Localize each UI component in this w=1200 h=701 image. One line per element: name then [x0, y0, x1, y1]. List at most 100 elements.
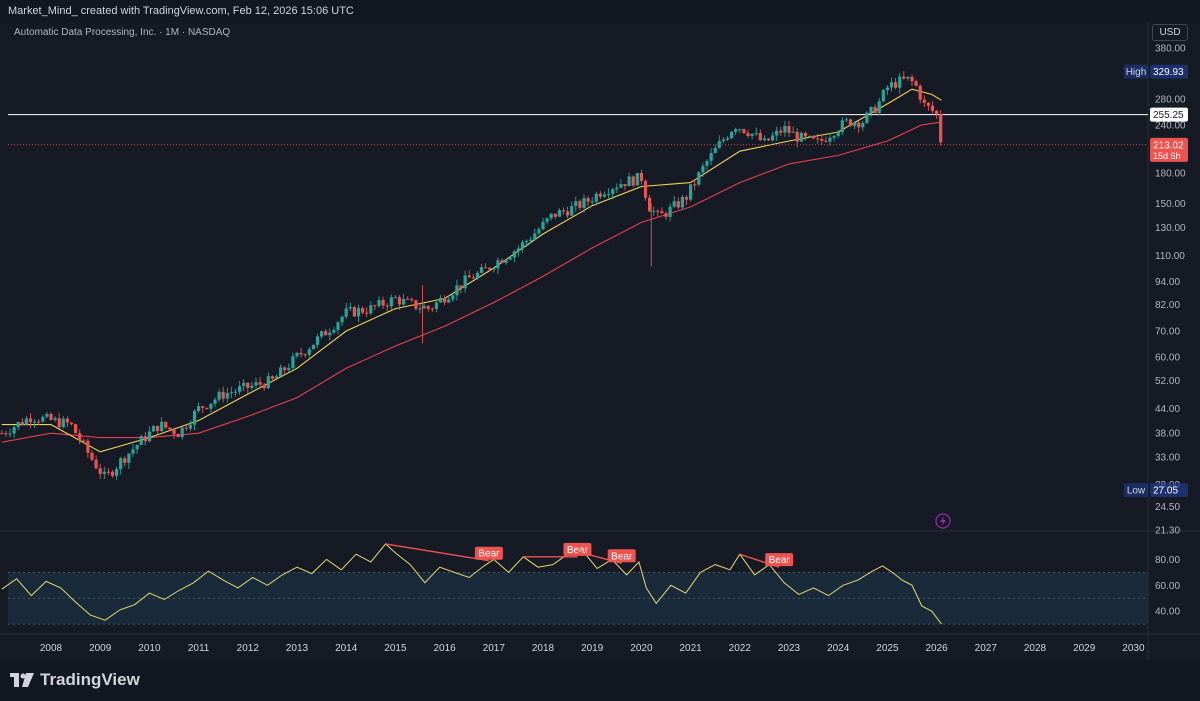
candle-body — [803, 133, 807, 137]
candle-body — [135, 445, 139, 450]
rsi-band — [8, 571, 1148, 625]
candle-body — [676, 201, 680, 208]
candle-body — [545, 218, 549, 222]
candle-body — [365, 312, 369, 314]
candle-body — [496, 260, 500, 269]
candle-body — [311, 344, 315, 350]
candle-body — [78, 433, 82, 441]
candle-body — [889, 82, 894, 88]
candle-body — [828, 137, 832, 142]
candle-body — [229, 392, 233, 394]
candle-body — [197, 406, 201, 411]
candle-body — [590, 201, 594, 203]
time-tick-label: 2021 — [679, 643, 702, 654]
candle-body — [172, 429, 176, 435]
candle-body — [16, 422, 20, 428]
time-tick-label: 2013 — [286, 643, 309, 654]
candle-body — [455, 285, 459, 296]
price-label-value: 255.25 — [1153, 110, 1184, 121]
price-tick-label: 150.00 — [1155, 199, 1186, 210]
candle-body — [779, 130, 783, 133]
candle-body — [94, 459, 98, 469]
candle-body — [110, 471, 115, 476]
candle-body — [279, 367, 283, 377]
candle-body — [270, 376, 274, 379]
candle-body — [192, 410, 197, 425]
candle-body — [377, 299, 381, 306]
time-tick-label: 2025 — [876, 643, 899, 654]
candle-body — [771, 135, 775, 141]
price-label-countdown: 15d 6h — [1153, 151, 1181, 161]
candle-body — [820, 139, 824, 141]
candle-body — [176, 434, 180, 438]
candle-body — [447, 299, 451, 303]
candle-body — [385, 305, 389, 307]
candle-body — [627, 176, 631, 187]
brand-name: TradingView — [40, 670, 140, 689]
candle-body — [147, 431, 151, 442]
attribution-text: Market_Mind_ created with TradingView.co… — [8, 5, 354, 17]
candle-body — [127, 453, 131, 463]
candle-body — [643, 180, 648, 198]
candle-body — [266, 376, 270, 389]
candle-body — [623, 184, 627, 187]
candle-body — [20, 422, 24, 425]
candle-body — [512, 251, 516, 258]
time-tick-label: 2008 — [40, 643, 63, 654]
candle-body — [549, 213, 553, 219]
currency-button[interactable]: USD — [1152, 24, 1188, 41]
time-tick-label: 2026 — [925, 643, 948, 654]
price-label-tag: Low — [1127, 486, 1146, 497]
time-tick-label: 2020 — [630, 643, 653, 654]
candle-body — [619, 184, 623, 188]
price-label-box — [1150, 137, 1188, 162]
price-tick-label: 33.00 — [1155, 452, 1180, 463]
candle-body — [213, 399, 217, 404]
candle-body — [557, 210, 561, 217]
price-label-tag-box — [1124, 483, 1148, 498]
candle-body — [516, 248, 520, 252]
candle-body — [393, 297, 397, 299]
chart-area[interactable] — [0, 22, 1200, 660]
time-tick-label: 2027 — [975, 643, 998, 654]
candle-body — [283, 367, 287, 371]
time-tick-label: 2017 — [483, 643, 506, 654]
lightning-alert-icon — [935, 513, 951, 529]
candle-body — [262, 384, 266, 389]
candle-body — [221, 391, 225, 399]
candle-body — [463, 275, 467, 289]
candle-body — [508, 257, 512, 260]
candle-body — [106, 471, 110, 473]
time-tick-label: 2030 — [1122, 643, 1145, 654]
candle-body — [369, 305, 373, 314]
candle-body — [894, 82, 898, 88]
candle-body — [709, 153, 713, 161]
candle-body — [746, 133, 750, 137]
candle-body — [12, 427, 16, 434]
candle-body — [184, 427, 188, 429]
candle-body — [451, 295, 455, 300]
candle-body — [602, 194, 607, 197]
candle-body — [701, 165, 705, 173]
candle-body — [668, 206, 672, 217]
candle-body — [816, 138, 820, 140]
candle-body — [324, 331, 328, 336]
bear-label: Bear — [611, 551, 633, 562]
candle-body — [426, 306, 430, 309]
candle-body — [119, 458, 123, 469]
candle-body — [561, 210, 566, 212]
candle-body — [873, 106, 877, 114]
candle-body — [209, 403, 213, 409]
candle-body — [734, 129, 738, 132]
candle-body — [53, 418, 57, 420]
candle-body — [566, 211, 570, 216]
tradingview-logo[interactable]: TradingView — [10, 670, 140, 690]
candle-body — [520, 242, 525, 249]
candle-body — [705, 160, 709, 166]
candle-body — [139, 436, 143, 446]
rsi-annotations: Bear Bear Bear Bear — [385, 542, 794, 568]
candle-body — [467, 275, 471, 278]
candle-body — [102, 471, 106, 474]
candle-body — [37, 421, 41, 423]
